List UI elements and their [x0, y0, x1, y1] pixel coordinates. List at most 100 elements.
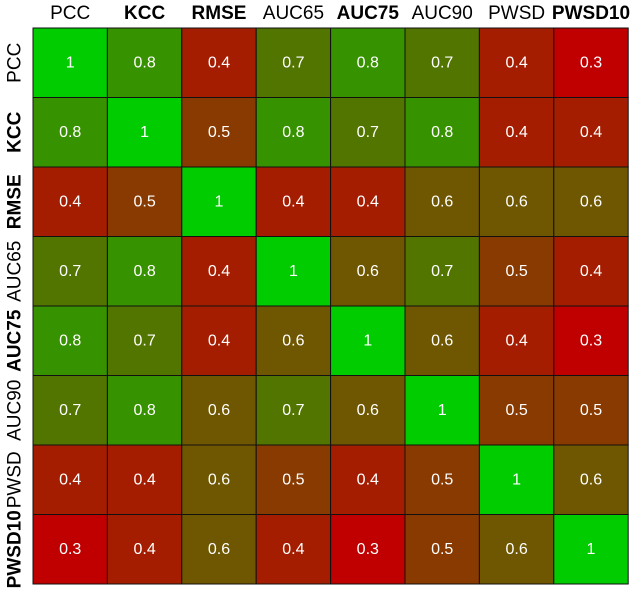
heatmap-cell-pcc-auc65 [255, 27, 332, 98]
cell-value-label: 0.8 [59, 124, 81, 141]
cell-value-label: 1 [215, 193, 224, 210]
heatmap-cell-rmse-auc75 [330, 166, 406, 237]
cell-value-label: 0.4 [59, 471, 81, 488]
heatmap-cell-auc65-pwsd [478, 236, 555, 307]
cell-value-label: 0.8 [357, 54, 379, 71]
cell-value-label: 0.8 [282, 124, 304, 141]
cell-value-label: 0.4 [208, 54, 230, 71]
heatmap-cell-pwsd10-kcc [106, 514, 183, 585]
heatmap-cell-auc75-auc90 [404, 305, 480, 376]
heatmap-cell-auc90-pwsd [478, 375, 555, 446]
column-labels: PCC KCC RMSE AUC65 AUC75 AUC90 PWSD PWSD10 [50, 3, 630, 24]
cell-value-label: 0.8 [431, 124, 453, 141]
cell-value-label: 1 [512, 471, 521, 488]
row-label-pwsd10: PWSD10 [5, 510, 26, 588]
cell-value-label: 1 [289, 263, 298, 280]
cell-value-label: 0.6 [208, 541, 230, 558]
row-label-auc75: AUC75 [5, 309, 26, 372]
column-label-auc65: AUC65 [263, 3, 324, 24]
cell-value-label: 0.4 [357, 471, 379, 488]
heatmap-cell-pwsd-auc90 [404, 444, 480, 515]
cell-value-label: 0.7 [431, 54, 453, 71]
heatmap-cell-pwsd-auc75 [330, 444, 406, 515]
cell-value-label: 0.6 [505, 193, 527, 210]
heatmap-cell-rmse-kcc [106, 166, 183, 237]
cell-value-label: 0.3 [357, 541, 379, 558]
cell-value-label: 0.5 [431, 471, 453, 488]
cell-value-label: 0.7 [133, 332, 155, 349]
cell-value-label: 0.3 [580, 332, 602, 349]
cell-value-label: 0.8 [59, 332, 81, 349]
cell-value-label: 1 [140, 124, 149, 141]
heatmap-cell-pcc-pcc [32, 27, 108, 98]
heatmap-cell-auc65-rmse [181, 236, 257, 307]
column-label-pwsd: PWSD [488, 3, 545, 24]
column-label-auc75: AUC75 [337, 3, 400, 24]
heatmap-cell-kcc-auc90 [404, 97, 480, 168]
cell-value-label: 0.4 [580, 263, 602, 280]
heatmap-cell-auc65-auc65 [255, 236, 332, 307]
heatmap-cell-auc75-pwsd [478, 305, 555, 376]
cell-value-label: 1 [587, 541, 596, 558]
heatmap-cell-auc65-pcc [32, 236, 108, 307]
cell-value-label: 0.5 [431, 541, 453, 558]
heatmap-cell-pwsd-rmse [181, 444, 257, 515]
cell-value-label: 0.5 [133, 193, 155, 210]
column-label-auc90: AUC90 [412, 3, 473, 24]
cell-value-label: 0.5 [580, 402, 602, 419]
heatmap-cell-auc75-auc75 [330, 305, 406, 376]
heatmap-cell-pwsd10-pwsd10 [553, 514, 629, 585]
cell-value-label: 0.4 [282, 541, 304, 558]
cell-value-label: 0.6 [580, 193, 602, 210]
heatmap-cell-pwsd-pcc [32, 444, 108, 515]
heatmap-cell-rmse-pcc [32, 166, 108, 237]
row-label-pwsd: PWSD [5, 451, 26, 508]
column-label-kcc: KCC [124, 3, 165, 24]
row-label-rmse: RMSE [5, 174, 26, 229]
heatmap-cell-auc65-auc75 [330, 236, 406, 307]
heatmap-cell-rmse-pwsd [478, 166, 555, 237]
heatmap-cell-auc75-auc65 [255, 305, 332, 376]
heatmap-cell-rmse-auc65 [255, 166, 332, 237]
row-label-auc90: AUC90 [5, 380, 26, 441]
cell-value-label: 0.6 [282, 332, 304, 349]
heatmap-cell-pwsd-pwsd [478, 444, 555, 515]
cell-value-label: 0.4 [208, 263, 230, 280]
heatmap-cell-pwsd10-auc65 [255, 514, 332, 585]
cell-value-label: 0.4 [505, 332, 527, 349]
cell-value-label: 0.8 [133, 402, 155, 419]
heatmap-cell-kcc-auc65 [255, 97, 332, 168]
heatmap-cell-pcc-rmse [181, 27, 257, 98]
cell-value-label: 0.4 [133, 471, 155, 488]
heatmap-cell-pwsd10-rmse [181, 514, 257, 585]
cell-value-label: 0.3 [580, 54, 602, 71]
cell-value-label: 0.6 [208, 471, 230, 488]
cell-value-label: 0.8 [133, 263, 155, 280]
heatmap-cell-auc75-pwsd10 [553, 305, 629, 376]
cell-value-label: 0.7 [357, 124, 379, 141]
cell-value-label: 0.7 [431, 263, 453, 280]
heatmap-cell-pwsd10-auc90 [404, 514, 480, 585]
cell-value-label: 0.4 [282, 193, 304, 210]
heatmap-cell-auc75-rmse [181, 305, 257, 376]
cell-value-label: 0.7 [282, 402, 304, 419]
cell-value-label: 0.4 [357, 193, 379, 210]
row-label-kcc: KCC [5, 111, 26, 152]
column-label-pcc: PCC [50, 3, 90, 24]
cell-value-label: 0.5 [282, 471, 304, 488]
cell-value-label: 0.5 [505, 263, 527, 280]
heatmap-cell-pwsd-pwsd10 [553, 444, 629, 515]
heatmap-cell-pwsd-kcc [106, 444, 183, 515]
cell-value-label: 0.8 [133, 54, 155, 71]
cell-value-label: 0.6 [505, 541, 527, 558]
heatmap-cell-kcc-kcc [106, 97, 183, 168]
heatmap-cell-auc90-kcc [106, 375, 183, 446]
heatmap-cell-pwsd10-pcc [32, 514, 108, 585]
cell-value-label: 0.6 [431, 193, 453, 210]
cell-value-label: 1 [66, 54, 75, 71]
heatmap-cell-auc90-pwsd10 [553, 375, 629, 446]
heatmap-cell-auc90-auc75 [330, 375, 406, 446]
heatmap-cell-pcc-kcc [106, 27, 183, 98]
